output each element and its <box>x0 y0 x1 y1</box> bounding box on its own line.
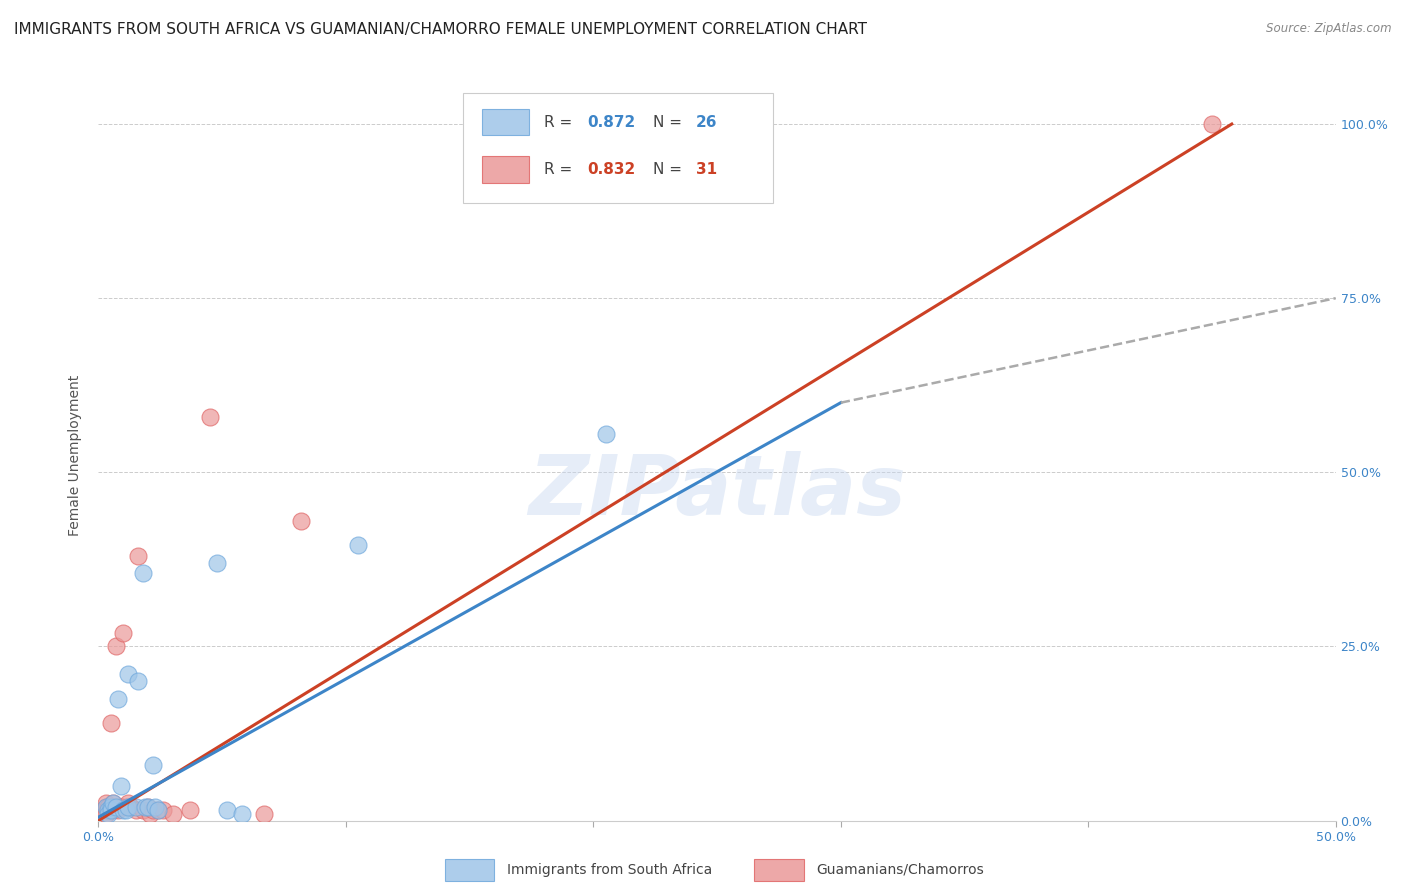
Point <box>103 796 125 810</box>
Point <box>97 803 120 817</box>
Point <box>143 799 166 814</box>
Point <box>97 806 120 821</box>
Point <box>110 799 132 814</box>
Point <box>162 806 184 821</box>
Point <box>114 799 136 814</box>
Point <box>112 803 135 817</box>
Point <box>127 674 149 689</box>
Point <box>93 803 115 817</box>
FancyBboxPatch shape <box>482 109 529 136</box>
Point <box>231 806 253 821</box>
Point <box>347 539 370 553</box>
Point <box>114 803 136 817</box>
Point <box>107 803 129 817</box>
Point <box>100 799 122 814</box>
Text: 0.832: 0.832 <box>588 162 636 178</box>
Point <box>112 625 135 640</box>
Y-axis label: Female Unemployment: Female Unemployment <box>69 375 83 535</box>
Point <box>94 799 117 814</box>
Point <box>124 803 146 817</box>
Text: Source: ZipAtlas.com: Source: ZipAtlas.com <box>1267 22 1392 36</box>
Point <box>117 667 139 681</box>
Point <box>205 556 228 570</box>
Point <box>117 799 139 814</box>
Text: 26: 26 <box>696 114 717 129</box>
Text: 31: 31 <box>696 162 717 178</box>
FancyBboxPatch shape <box>482 156 529 183</box>
Point <box>132 803 155 817</box>
Point <box>132 566 155 581</box>
FancyBboxPatch shape <box>754 859 804 881</box>
Point <box>1201 117 1223 131</box>
Point <box>217 803 239 817</box>
Point <box>134 799 156 814</box>
Point <box>595 427 617 442</box>
Point <box>198 409 221 424</box>
Point <box>146 803 169 817</box>
Point <box>103 796 125 810</box>
Point <box>103 803 125 817</box>
Text: Guamanians/Chamorros: Guamanians/Chamorros <box>815 863 984 877</box>
Point <box>152 803 174 817</box>
Text: R =: R = <box>544 114 576 129</box>
Point <box>139 806 162 821</box>
Point <box>136 799 159 814</box>
Point <box>127 549 149 563</box>
Text: N =: N = <box>652 162 686 178</box>
Point <box>179 803 201 817</box>
Point <box>100 803 122 817</box>
Point <box>146 803 169 817</box>
Text: IMMIGRANTS FROM SOUTH AFRICA VS GUAMANIAN/CHAMORRO FEMALE UNEMPLOYMENT CORRELATI: IMMIGRANTS FROM SOUTH AFRICA VS GUAMANIA… <box>14 22 868 37</box>
Point <box>107 691 129 706</box>
Point <box>117 796 139 810</box>
Point <box>110 779 132 793</box>
FancyBboxPatch shape <box>444 859 495 881</box>
Text: ZIPatlas: ZIPatlas <box>529 451 905 532</box>
Point <box>94 799 117 814</box>
Point <box>136 799 159 814</box>
Point <box>120 799 142 814</box>
Point <box>97 803 120 817</box>
Point <box>100 716 122 731</box>
FancyBboxPatch shape <box>464 93 773 202</box>
Point <box>253 806 276 821</box>
Point <box>110 799 132 814</box>
Point <box>97 799 120 814</box>
Point <box>104 799 127 814</box>
Point <box>142 803 165 817</box>
Text: Immigrants from South Africa: Immigrants from South Africa <box>506 863 711 877</box>
Text: 0.872: 0.872 <box>588 114 636 129</box>
Point <box>104 640 127 654</box>
Point <box>94 796 117 810</box>
Text: N =: N = <box>652 114 686 129</box>
Point <box>290 514 312 528</box>
Point <box>124 799 146 814</box>
Point <box>94 806 117 821</box>
Point <box>142 758 165 772</box>
Text: R =: R = <box>544 162 576 178</box>
